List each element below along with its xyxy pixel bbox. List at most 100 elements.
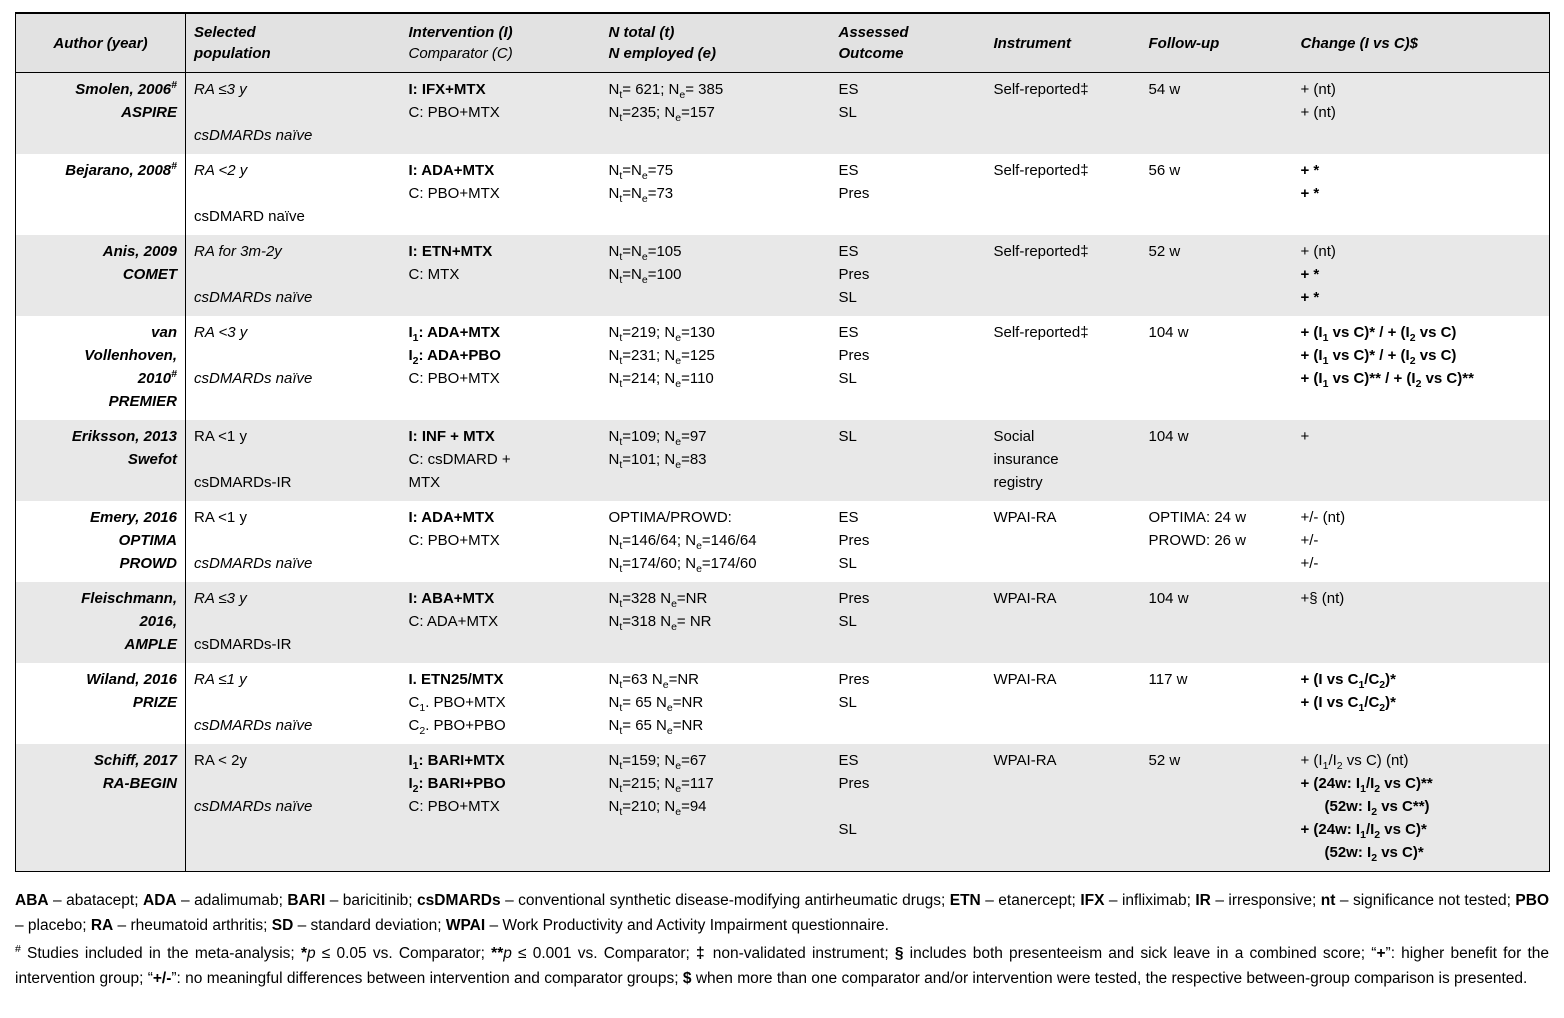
- cell-line: [194, 448, 393, 471]
- cell-n: Nt=Ne=105 Nt=Ne=100: [600, 235, 831, 316]
- cell-line: [194, 691, 393, 714]
- text-segment: +/-: [152, 970, 172, 987]
- cell-line: + (I vs C1/C2)*: [1301, 691, 1542, 714]
- subscript: t: [619, 355, 623, 367]
- cell-line: [194, 101, 393, 124]
- subscript: 2: [1379, 702, 1386, 714]
- cell-n: Nt=159; Ne=67 Nt=215; Ne=117 Nt=210; Ne=94: [600, 744, 831, 872]
- cell-line: Pres: [839, 182, 978, 205]
- text-segment: = 65 N: [622, 694, 667, 711]
- text-segment: N: [608, 266, 620, 283]
- text-segment: C: csDMARD +: [408, 451, 511, 468]
- text-segment: Pres: [838, 266, 870, 283]
- cell-line: I: ADA+MTX: [409, 159, 593, 182]
- text-segment: (52w: I: [1324, 844, 1372, 861]
- cell-line: Selected: [194, 22, 393, 43]
- cell-change: +/- (nt) +/- +/-: [1293, 501, 1550, 582]
- cell-line: + (nt): [1301, 78, 1542, 101]
- text-segment: ADA: [143, 892, 177, 909]
- cell-line: ES: [839, 321, 978, 344]
- cell-line: + (I1 vs C)* / + (I2 vs C): [1301, 321, 1542, 344]
- cell-author: Anis, 2009 COMET: [15, 235, 186, 316]
- text-segment: 104 w: [1148, 428, 1189, 445]
- subscript: 1: [1322, 355, 1329, 367]
- text-segment: I: [408, 324, 413, 341]
- text-segment: WPAI-RA: [993, 752, 1057, 769]
- text-segment: Pres: [838, 532, 870, 549]
- cell-line: 54 w: [1149, 78, 1285, 101]
- text-segment: N: [608, 104, 620, 121]
- text-segment: csDMARDs naïve: [194, 370, 313, 387]
- text-segment: =97: [681, 428, 707, 445]
- text-segment: Pres: [838, 185, 870, 202]
- text-segment: SL: [838, 555, 857, 572]
- cell-line: WPAI-RA: [994, 506, 1133, 529]
- text-segment: N: [608, 613, 620, 630]
- text-segment: WPAI-RA: [993, 590, 1057, 607]
- cell-change: +§ (nt): [1292, 582, 1550, 663]
- cell-line: Nt=174/60; Ne=174/60: [609, 552, 823, 575]
- text-segment: + (I: [1300, 324, 1323, 341]
- cell-line: RA <3 y: [194, 321, 393, 344]
- text-segment: RA: [90, 917, 114, 934]
- text-segment: N: [608, 555, 620, 572]
- text-segment: =NR: [672, 717, 704, 734]
- text-segment: – Work Productivity and Activity Impairm…: [485, 917, 889, 934]
- subscript: 2: [1336, 760, 1343, 772]
- cell-line: 2016,: [24, 610, 177, 633]
- text-segment: – infliximab;: [1104, 892, 1196, 909]
- text-segment: + (I: [1300, 752, 1323, 769]
- cell-n: Nt= 621; Ne= 385 Nt=235; Ne=157: [600, 72, 831, 154]
- cell-instrument: Self-reported‡: [985, 72, 1141, 154]
- cell-line: MTX: [409, 471, 593, 494]
- text-segment: Eriksson, 2013: [71, 428, 177, 445]
- text-segment: =N: [622, 243, 642, 260]
- text-segment: Outcome: [838, 45, 904, 62]
- cell-line: I: IFX+MTX: [409, 78, 593, 101]
- cell-n: Nt=63 Ne=NR Nt= 65 Ne=NR Nt= 65 Ne=NR: [601, 663, 831, 744]
- text-segment: : ADA+MTX: [418, 324, 501, 341]
- cell-author: Emery, 2016 OPTIMA PROWD: [15, 501, 186, 582]
- cell-line: csDMARDs naïve: [194, 286, 393, 309]
- text-segment: Smolen, 2006: [75, 81, 172, 98]
- cell-line: Self-reported‡: [994, 240, 1133, 263]
- text-segment: vs C) (nt): [1342, 752, 1409, 769]
- text-segment: – significance not tested;: [1335, 892, 1516, 909]
- cell-line: SL: [839, 691, 978, 714]
- superscript: #: [171, 160, 177, 172]
- text-segment: – baricitinib;: [325, 892, 418, 909]
- text-segment: Anis, 2009: [102, 243, 177, 260]
- cell-intervention: I: ADA+MTX C: PBO+MTX: [401, 154, 601, 235]
- cell-line: csDMARD naïve: [194, 205, 393, 228]
- text-segment: vs C)**: [1380, 775, 1433, 792]
- cell-line: Nt= 65 Ne=NR: [609, 691, 823, 714]
- text-segment: N: [608, 671, 620, 688]
- column-header-intervention: Intervention (I) Comparator (C): [400, 13, 601, 73]
- cell-line: + (I1 vs C)* / + (I2 vs C): [1301, 344, 1542, 367]
- cell-change: + (I vs C1/C2)* + (I vs C1/C2)*: [1293, 663, 1550, 744]
- text-segment: WPAI: [445, 917, 486, 934]
- text-segment: =N: [622, 162, 642, 179]
- text-segment: /I: [1365, 821, 1375, 838]
- text-segment: Self-reported‡: [993, 81, 1089, 98]
- subscript: 2: [1371, 806, 1378, 818]
- footnote-paragraph-2: # Studies included in the meta-analysis;…: [15, 941, 1549, 991]
- text-segment: 2016,: [139, 613, 177, 630]
- text-segment: +§ (nt): [1300, 590, 1345, 607]
- cell-line: Pres: [839, 344, 978, 367]
- cell-intervention: I: ABA+MTX C: ADA+MTX: [400, 582, 601, 663]
- cell-line: Nt=231; Ne=125: [609, 344, 823, 367]
- text-segment: RA < 2y: [194, 752, 247, 769]
- cell-line: RA ≤3 y: [194, 78, 393, 101]
- cell-intervention: I. ETN25/MTX C1. PBO+MTX C2. PBO+PBO: [401, 663, 601, 744]
- text-segment: – placebo;: [15, 917, 91, 934]
- cell-line: ES: [839, 159, 978, 182]
- text-segment: Selected: [194, 24, 256, 41]
- text-segment: N employed (e): [608, 45, 717, 62]
- subscript: e: [675, 112, 682, 124]
- text-segment: SL: [838, 370, 857, 387]
- cell-line: Self-reported‡: [994, 321, 1133, 344]
- cell-line: C: PBO+MTX: [409, 529, 593, 552]
- text-segment: N: [608, 775, 620, 792]
- text-segment: I: [408, 775, 413, 792]
